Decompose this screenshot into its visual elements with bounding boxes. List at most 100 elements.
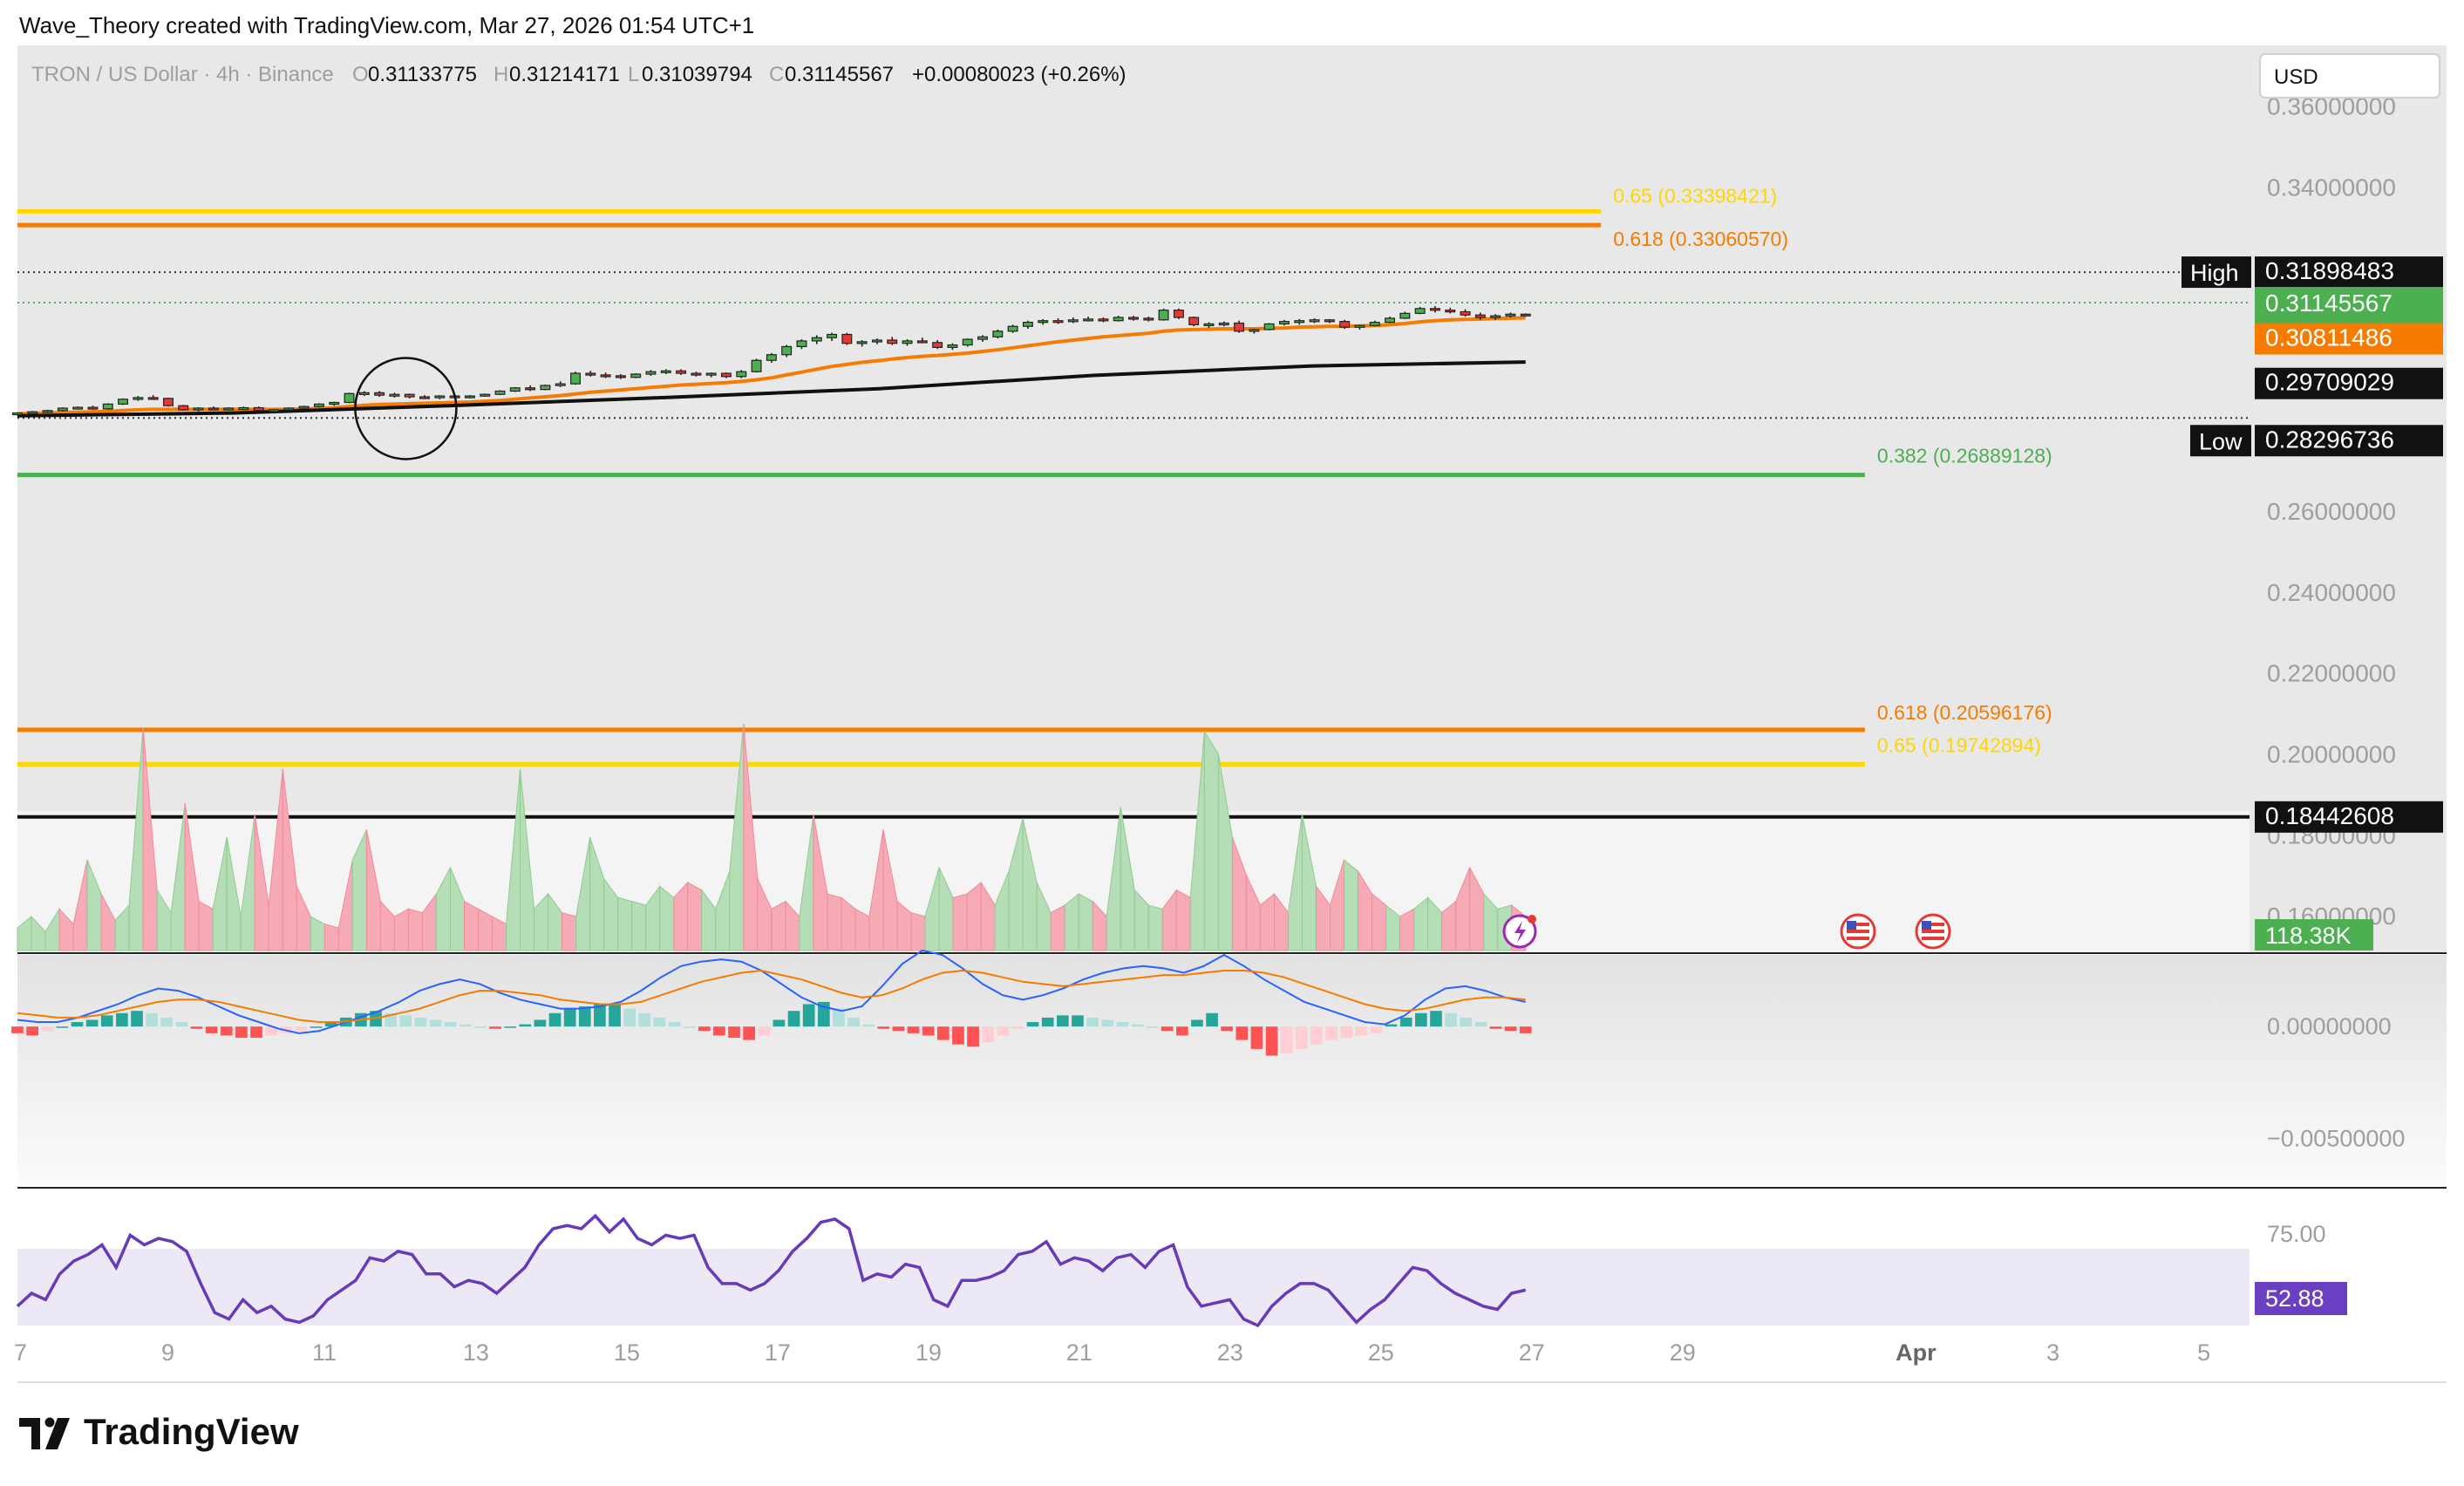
ohlc-high-value: 0.31214171 (509, 63, 620, 86)
candle-body (1113, 317, 1124, 322)
time-axis-tick: 17 (765, 1339, 791, 1366)
macd-histogram-bar (1504, 1026, 1517, 1032)
macd-histogram-bar (1116, 1022, 1129, 1027)
candle-body (1520, 313, 1531, 317)
macd-histogram-bar (1191, 1019, 1203, 1027)
candle-body (358, 392, 370, 395)
last-price-value: 0.31145567 (2265, 290, 2393, 317)
candle-body (389, 393, 400, 397)
price-axis-tick: 0.24000000 (2267, 579, 2396, 606)
level-badge: 0.18442608 (2265, 802, 2394, 829)
macd-histogram-bar (534, 1019, 547, 1027)
candle-body (419, 396, 430, 399)
currency-button[interactable] (2259, 53, 2440, 99)
ema-fast-badge: 0.30811486 (2265, 324, 2393, 351)
time-axis-tick: 11 (312, 1339, 337, 1366)
candle-body (600, 374, 611, 378)
candle-body (1279, 321, 1290, 325)
macd-histogram-bar (623, 1008, 636, 1027)
attribution-text: Wave_Theory created with TradingView.com… (19, 12, 754, 38)
candle-body (72, 406, 84, 410)
volume-bar (854, 908, 870, 951)
candle-body (932, 342, 943, 348)
macd-histogram-bar (1355, 1026, 1368, 1036)
macd-histogram-bar (1340, 1026, 1353, 1038)
candle-body (962, 338, 973, 346)
candle-body (102, 403, 113, 410)
rsi-indicator: 75.00 52.88 (16, 1213, 2347, 1328)
macd-histogram-bar (1445, 1012, 1457, 1027)
low-label: Low (2199, 428, 2243, 454)
rsi-band (17, 1249, 2250, 1326)
time-axis: 7 9 11 13 15 17 19 21 23 25 27 29 Apr 3 5 (14, 1339, 2210, 1366)
ema-slow-badge: 0.29709029 (2265, 369, 2394, 396)
fib-level-label: 0.65 (0.33398421) (1613, 184, 1777, 207)
us-flag-icon[interactable] (1915, 913, 1951, 950)
candle-body (374, 392, 385, 396)
candle-body (118, 399, 129, 405)
candle-body (1490, 315, 1501, 318)
macd-histogram-bar (71, 1022, 84, 1027)
candle-body (977, 336, 988, 340)
time-axis-tick: 21 (1066, 1339, 1092, 1366)
macd-histogram-bar (594, 1004, 606, 1027)
candle-body (1067, 319, 1079, 323)
candle-body (841, 333, 853, 344)
volume-badge-value: 118.38K (2265, 923, 2352, 949)
high-value-badge-bg (2255, 256, 2443, 289)
macd-histogram-bar (683, 1026, 696, 1028)
volume-bar (323, 924, 339, 951)
macd-histogram-bar (997, 1026, 1010, 1036)
tradingview-logo[interactable] (19, 1417, 70, 1450)
price-axis-tick: 0.34000000 (2267, 174, 2396, 201)
price-pane-background (17, 45, 2447, 952)
volume-bar (631, 901, 647, 951)
macd-histogram-bar (728, 1026, 740, 1038)
candle-body (1203, 323, 1215, 327)
macd-pane-background (17, 955, 2447, 1188)
candle-body (464, 395, 475, 399)
volume-bar (910, 912, 926, 951)
volume-bar (952, 893, 968, 951)
ohlc-close-value: 0.31145567 (785, 63, 894, 86)
volume-bar (966, 881, 982, 951)
macd-histogram-bar (1295, 1026, 1308, 1049)
candle-body (298, 406, 310, 409)
candle-body (781, 345, 793, 356)
candle-body (223, 407, 235, 411)
candle-body (178, 405, 189, 411)
fibonacci-levels: 0.65 (0.33398421) 0.618 (0.33060570) 0.382… (17, 184, 2250, 819)
lightning-icon[interactable] (1502, 914, 1537, 949)
macd-histogram-bar (56, 1026, 69, 1028)
low-value-badge: 0.28296736 (2265, 426, 2394, 453)
candle-body (887, 339, 898, 344)
candle-body (1399, 312, 1411, 319)
candle-body (1263, 323, 1275, 331)
us-flag-icon[interactable] (1840, 913, 1876, 950)
candle-body (480, 393, 491, 397)
macd-histogram-bar (11, 1026, 24, 1033)
macd-histogram-bar (1221, 1026, 1234, 1032)
macd-histogram-bar (653, 1017, 666, 1027)
candles (12, 306, 1531, 416)
candle-body (856, 341, 868, 344)
macd-histogram-bar (1489, 1026, 1502, 1029)
candle-body (1052, 320, 1064, 324)
currency-button-label[interactable]: USD (2274, 65, 2318, 89)
price-badges: High0.318984830.3114556703:05:030.308114… (2182, 256, 2443, 951)
candle-body (283, 407, 295, 411)
ohlc-close-label: C (769, 63, 784, 86)
macd-histogram-bar (1474, 1022, 1487, 1027)
fib-level-label: 0.382 (0.26889128) (1877, 445, 2052, 467)
candle-body (1309, 319, 1320, 323)
footer-brand: TradingView (84, 1411, 299, 1452)
candle-body (736, 371, 747, 378)
volume-bar (1344, 858, 1359, 951)
fib-level-label: 0.618 (0.33060570) (1613, 228, 1788, 250)
candle-body (1460, 310, 1471, 316)
annotations (354, 357, 458, 460)
time-axis-tick: 9 (161, 1339, 174, 1366)
macd-histogram-bar (1280, 1026, 1293, 1053)
candle-body (1505, 313, 1516, 317)
